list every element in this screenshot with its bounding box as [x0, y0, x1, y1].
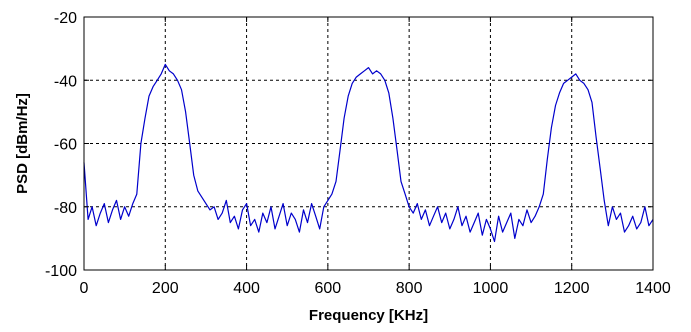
y-tick-label: -80 [54, 200, 77, 217]
x-tick-label: 200 [152, 280, 179, 297]
x-tick-label: 800 [396, 280, 423, 297]
y-tick-labels: -100 -80 -60 -40 -20 [45, 10, 77, 280]
tick-marks [83, 16, 654, 271]
y-tick-label: -40 [54, 73, 77, 90]
y-axis-label: PSD [dBm/Hz] [14, 93, 31, 194]
x-tick-label: 0 [80, 280, 89, 297]
x-axis-label: Frequency [KHz] [309, 307, 428, 324]
x-tick-labels: 0 200 400 600 800 1000 1200 1400 [80, 280, 671, 297]
x-tick-label: 1200 [554, 280, 590, 297]
grid-lines [84, 17, 653, 270]
series-layer [83, 63, 654, 243]
y-tick-label: -20 [54, 10, 77, 27]
psd-series-line [83, 63, 654, 243]
x-tick-label: 400 [233, 280, 260, 297]
x-tick-label: 600 [315, 280, 342, 297]
x-tick-label: 1400 [635, 280, 671, 297]
x-tick-label: 1000 [473, 280, 509, 297]
y-tick-label: -60 [54, 137, 77, 154]
y-tick-label: -100 [45, 263, 77, 280]
